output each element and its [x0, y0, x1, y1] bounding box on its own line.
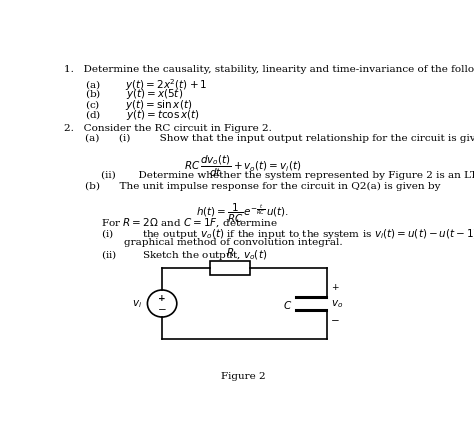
Text: +: +: [331, 283, 338, 291]
Text: (ii)       Determine whether the system represented by Figure 2 is an LTI system: (ii) Determine whether the system repres…: [101, 171, 474, 180]
Text: (c)        $y(t) = \sin x(t)$: (c) $y(t) = \sin x(t)$: [85, 98, 192, 112]
Text: $R$: $R$: [226, 245, 234, 257]
Text: 1.   Determine the causality, stability, linearity and time-invariance of the fo: 1. Determine the causality, stability, l…: [64, 64, 474, 73]
Text: $C$: $C$: [283, 298, 292, 310]
Text: −: −: [158, 304, 166, 314]
Text: For $R = 2\Omega$ and $C = 1F$, determine: For $R = 2\Omega$ and $C = 1F$, determin…: [101, 216, 278, 229]
Text: $v_i$: $v_i$: [132, 298, 142, 310]
Text: $RC\,\dfrac{dv_o(t)}{dt} + v_o(t) = v_i(t)$: $RC\,\dfrac{dv_o(t)}{dt} + v_o(t) = v_i(…: [184, 154, 301, 179]
Text: (i)         the output $v_o(t)$ if the input to the system is $v_i(t) = u(t) - u: (i) the output $v_o(t)$ if the input to …: [101, 226, 474, 240]
Text: +: +: [158, 293, 166, 303]
Text: 2.   Consider the RC circuit in Figure 2.: 2. Consider the RC circuit in Figure 2.: [64, 124, 272, 132]
Text: Figure 2: Figure 2: [220, 371, 265, 380]
Text: −: −: [331, 316, 340, 326]
Text: $v_o$: $v_o$: [331, 298, 343, 310]
Text: (b)      The unit impulse response for the circuit in Q2(a) is given by: (b) The unit impulse response for the ci…: [85, 181, 440, 190]
Text: graphical method of convolution integral.: graphical method of convolution integral…: [124, 237, 342, 246]
Text: (a)      (i)         Show that the input output relationship for the circuit is : (a) (i) Show that the input output relat…: [85, 134, 474, 143]
Text: (a)        $y(t) = 2x^2(t) + 1$: (a) $y(t) = 2x^2(t) + 1$: [85, 77, 207, 92]
Text: (d)        $y(t) = t\cos x(t)$: (d) $y(t) = t\cos x(t)$: [85, 108, 200, 122]
Bar: [210, 261, 250, 276]
Text: $h(t) = \dfrac{1}{RC}e^{-\frac{t}{RC}}\,u(t).$: $h(t) = \dfrac{1}{RC}e^{-\frac{t}{RC}}\,…: [196, 201, 290, 224]
Text: (ii)        Sketch the output, $v_o(t)$: (ii) Sketch the output, $v_o(t)$: [101, 247, 268, 261]
Text: (b)        $y(t) = x(5t)$: (b) $y(t) = x(5t)$: [85, 87, 183, 101]
